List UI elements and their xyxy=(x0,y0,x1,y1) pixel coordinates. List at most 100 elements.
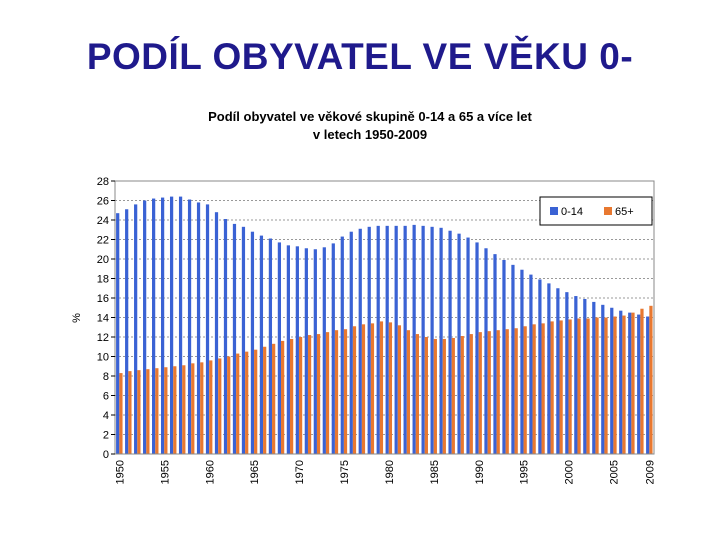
x-axis-ticks: 1950 1955 1960 1965 1970 1975 1980 1985 1990 1995… xyxy=(114,460,656,484)
bar-65-plus-1982 xyxy=(406,330,411,454)
bar-65-plus-1992 xyxy=(496,330,500,454)
legend-label-0-14: 0-14 xyxy=(561,206,583,218)
slide-title: PODÍL OBYVATEL VE VĚKU 0- xyxy=(86,36,634,77)
x-tick-label: 1955 xyxy=(159,460,171,484)
bar-65-plus-1983 xyxy=(415,334,419,454)
bar-65-plus-1964 xyxy=(245,351,249,455)
bar-65-plus-1970 xyxy=(298,337,303,454)
bar-0-14-1984 xyxy=(421,225,425,454)
bar-0-14-1968 xyxy=(277,242,282,454)
bar-65-plus-1993 xyxy=(505,329,509,454)
bar-0-14-1961 xyxy=(214,212,219,454)
bar-65-plus-1963 xyxy=(236,353,240,454)
y-axis-label: % xyxy=(71,313,83,323)
bar-0-14-1963 xyxy=(232,223,237,454)
bar-0-14-2001 xyxy=(574,296,578,454)
x-tick-label: 1975 xyxy=(339,460,351,484)
bar-0-14-2005 xyxy=(610,307,614,454)
y-tick-label: 26 xyxy=(97,196,109,208)
bar-0-14-1953 xyxy=(143,200,147,454)
bar-0-14-2003 xyxy=(592,301,596,454)
bar-65-plus-1954 xyxy=(155,368,159,454)
x-tick-label: 1985 xyxy=(429,460,441,484)
bar-65-plus-1959 xyxy=(200,362,204,454)
y-tick-label: 20 xyxy=(97,254,109,266)
bar-0-14-1972 xyxy=(313,249,317,454)
y-tick-label: 8 xyxy=(103,371,109,383)
bar-0-14-1985 xyxy=(430,226,434,454)
bar-0-14-1957 xyxy=(178,196,183,454)
chart-title-line-2: v letech 1950-2009 xyxy=(312,127,428,142)
x-tick-label: 1980 xyxy=(384,460,396,484)
chart-title-line-1: Podíl obyvatel ve věkové skupině 0-14 a … xyxy=(208,109,532,124)
y-tick-label: 0 xyxy=(103,449,109,461)
bar-0-14-2008 xyxy=(637,314,641,454)
bar-65-plus-2003 xyxy=(595,317,599,454)
bar-65-plus-2009 xyxy=(649,305,653,454)
bar-65-plus-1974 xyxy=(334,330,339,454)
bar-65-plus-1994 xyxy=(514,328,518,454)
x-tick-label: 1950 xyxy=(114,460,126,484)
bar-65-plus-1997 xyxy=(541,323,545,454)
bar-0-14-1950 xyxy=(116,213,120,454)
bar-65-plus-1968 xyxy=(281,340,285,454)
bar-65-plus-2008 xyxy=(640,308,644,454)
bar-65-plus-1967 xyxy=(272,343,276,454)
bar-65-plus-1952 xyxy=(137,370,141,454)
bar-0-14-1970 xyxy=(295,246,299,454)
bar-0-14-1958 xyxy=(187,199,192,454)
bar-65-plus-1951 xyxy=(128,371,132,455)
bar-0-14-1997 xyxy=(538,279,542,454)
bar-0-14-1995 xyxy=(520,269,524,454)
bar-65-plus-1973 xyxy=(325,332,330,455)
bar-0-14-1960 xyxy=(205,204,210,454)
bar-0-14-1969 xyxy=(286,245,290,454)
bar-0-14-1962 xyxy=(223,219,228,454)
bar-0-14-1967 xyxy=(268,238,273,454)
bar-65-plus-1987 xyxy=(451,337,455,454)
legend-label-65-plus: 65+ xyxy=(615,206,634,218)
bar-65-plus-1956 xyxy=(173,366,177,454)
bar-65-plus-1984 xyxy=(424,337,428,454)
bar-65-plus-1986 xyxy=(442,338,446,454)
bar-0-14-1979 xyxy=(376,225,380,454)
bar-65-plus-1999 xyxy=(559,320,563,454)
bar-0-14-1954 xyxy=(152,198,156,454)
bar-65-plus-1966 xyxy=(263,346,267,454)
x-tick-label: 1990 xyxy=(474,460,486,484)
bar-65-plus-1981 xyxy=(397,325,402,454)
bar-0-14-1990 xyxy=(475,242,479,454)
bar-0-14-1994 xyxy=(511,264,515,454)
bar-65-plus-1985 xyxy=(433,338,437,454)
bar-65-plus-1996 xyxy=(532,324,536,454)
bar-0-14-1980 xyxy=(385,225,389,454)
bar-0-14-1989 xyxy=(466,237,470,454)
bar-65-plus-1995 xyxy=(523,326,527,454)
bar-0-14-1996 xyxy=(529,274,533,454)
bar-0-14-1951 xyxy=(125,209,129,454)
bar-65-plus-1988 xyxy=(460,336,464,454)
bar-0-14-1964 xyxy=(241,226,246,454)
y-tick-label: 28 xyxy=(97,176,109,188)
y-tick-label: 24 xyxy=(97,215,109,227)
bar-0-14-1993 xyxy=(502,259,506,454)
chart-title: Podíl obyvatel ve věkové skupině 0-14 a … xyxy=(150,108,590,144)
bar-65-plus-1977 xyxy=(361,324,366,454)
bar-65-plus-1979 xyxy=(379,321,384,454)
y-tick-label: 18 xyxy=(97,274,109,286)
bar-0-14-1986 xyxy=(439,227,443,454)
bar-65-plus-1969 xyxy=(290,338,294,454)
y-tick-label: 22 xyxy=(97,235,109,247)
bar-65-plus-2005 xyxy=(613,316,617,454)
bar-0-14-1973 xyxy=(322,247,326,454)
bar-0-14-1988 xyxy=(457,233,461,454)
bar-65-plus-1965 xyxy=(254,349,258,454)
bar-0-14-1987 xyxy=(448,230,452,454)
grid-lines xyxy=(115,200,654,435)
bar-0-14-1991 xyxy=(484,248,488,454)
bar-0-14-1983 xyxy=(412,224,416,455)
bar-65-plus-1972 xyxy=(316,334,321,454)
bar-0-14-2002 xyxy=(583,298,587,454)
bar-0-14-1998 xyxy=(547,283,551,455)
